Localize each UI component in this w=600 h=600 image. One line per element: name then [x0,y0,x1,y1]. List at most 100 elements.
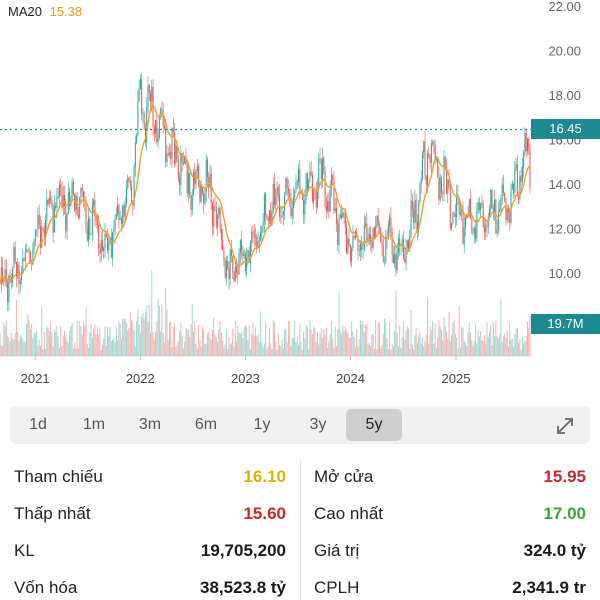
candle-body [248,250,250,263]
period-6m[interactable]: 6m [194,416,218,433]
candle-body [133,166,135,206]
volume-bar [249,349,251,356]
candle-body [186,164,188,194]
volume-bar [48,331,50,356]
candle-body [262,221,264,227]
volume-bar [263,343,265,356]
volume-bar [492,321,494,356]
candle-body [458,197,460,215]
candle-body [64,195,66,207]
volume-bar [43,331,45,356]
candle-body [24,252,26,262]
candle-body [328,200,330,212]
volume-bar [399,325,401,356]
volume-bar [300,341,302,356]
volume-bar [306,327,308,356]
volume-bar [342,324,344,356]
volume-bar [295,342,297,356]
volume-bar [19,335,21,356]
candle-body [529,147,531,188]
candle-body [338,217,340,246]
volume-bar [218,329,220,356]
volume-bar [28,320,30,356]
volume-bar [290,346,292,356]
volume-bar [210,340,212,356]
volume-bar [257,334,259,356]
candle-body [36,229,38,231]
price-chart[interactable]: 22.00 20.00 18.00 16.00 14.00 12.00 10.00 2021 2… [0,0,600,390]
candle-body [320,158,322,180]
volume-bar [423,345,425,356]
volume-bar [187,330,189,356]
volume-bar [319,333,321,356]
volume-bar [439,326,441,356]
volume-bar [194,321,196,356]
period-3y[interactable]: 3y [309,416,327,433]
candle-body [229,249,231,280]
period-5y[interactable]: 5y [346,409,402,441]
volume-bar [22,338,24,356]
candle-body [37,215,39,230]
candle-body [128,177,130,181]
candle-body [5,269,7,283]
stat-value-gia-tri: 324.0 tỷ [523,541,586,560]
volume-bar [213,317,215,356]
period-3m[interactable]: 3m [138,416,162,433]
candle-body [525,132,527,152]
candle-body [514,168,516,193]
candle-body [190,195,192,210]
volume-bar [418,334,420,356]
candle-body [176,145,178,161]
candle-body [299,169,301,194]
volume-bar [497,338,499,356]
period-1d[interactable]: 1d [29,416,47,433]
volume-bar [525,336,527,356]
volume-bar [334,326,336,356]
volume-bar [224,344,226,356]
candle-body [180,153,182,186]
volume-bar [201,325,203,356]
period-1y[interactable]: 1y [253,416,271,433]
volume-bar [237,325,239,356]
volume-bar [62,335,64,356]
candle-body [337,223,339,246]
volume-bar [167,339,169,356]
volume-bar [252,322,254,356]
volume-bar [46,325,48,356]
candle-body [483,227,485,233]
volume-bar [212,329,214,356]
candle-body [15,261,17,277]
volume-bar [432,320,434,356]
candle-body [461,208,463,213]
candle-body [179,177,181,186]
candle-body [144,127,146,143]
candle-body [220,229,222,240]
candle-body [456,195,458,218]
volume-bar [416,343,418,356]
candle-body [247,250,249,258]
volume-bar [463,341,465,356]
volume-bar [165,287,167,356]
volume-bar [514,334,516,356]
period-1m[interactable]: 1m [82,416,106,433]
candle-body [187,172,189,194]
candle-body [491,189,493,209]
volume-bar [95,334,97,356]
expand-icon[interactable] [554,415,576,437]
candle-body [185,156,187,165]
volume-bar [372,334,374,356]
candle-body [327,200,329,211]
ma20-line [0,104,531,285]
volume-badge: 19.7M [531,314,600,334]
candle-body [153,126,155,134]
volume-bar [282,348,284,356]
candle-body [255,236,257,238]
volume-bar [203,330,205,356]
volume-bar [9,341,11,356]
candle-body [357,236,359,251]
volume-bar [472,346,474,356]
volume-bar [255,327,257,356]
volume-bar [81,335,83,356]
volume-bar [190,324,192,356]
volume-bar [505,338,507,356]
